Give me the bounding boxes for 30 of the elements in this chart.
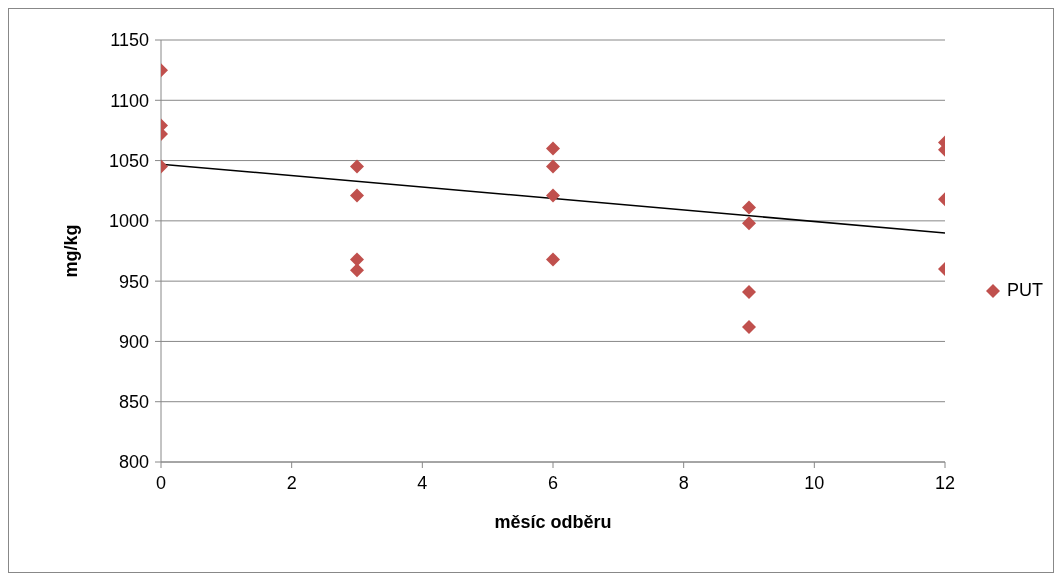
point (742, 319, 756, 334)
y-tick-label: 1000 (108, 211, 149, 232)
point (350, 252, 364, 267)
y-tick-label: 1100 (110, 90, 149, 111)
point (546, 188, 560, 203)
point (350, 263, 364, 278)
x-tick-label: 8 (678, 472, 689, 493)
y-axis-title: mg/kg (61, 224, 82, 278)
point (350, 159, 364, 174)
x-tick-label: 0 (155, 472, 167, 493)
point (546, 141, 560, 156)
y-tick-label: 1050 (108, 150, 149, 171)
x-tick-label: 12 (934, 472, 956, 493)
x-tick-label: 6 (547, 472, 559, 493)
y-tick-label: 850 (118, 392, 149, 413)
x-tick-label: 10 (804, 472, 825, 493)
y-tick-label: 950 (118, 271, 149, 292)
x-axis-title: měsíc odběru (494, 512, 612, 532)
point (742, 216, 756, 231)
y-tick-label: 900 (118, 331, 149, 352)
point (350, 188, 364, 203)
point (546, 159, 560, 174)
point (546, 252, 560, 267)
point (742, 200, 756, 215)
legend-label: PUT (1007, 280, 1043, 301)
x-tick-label: 2 (286, 472, 297, 493)
point (742, 284, 756, 299)
y-tick-label: 1150 (110, 30, 149, 51)
y-tick-label: 800 (118, 452, 149, 473)
x-tick-label: 4 (417, 472, 428, 493)
